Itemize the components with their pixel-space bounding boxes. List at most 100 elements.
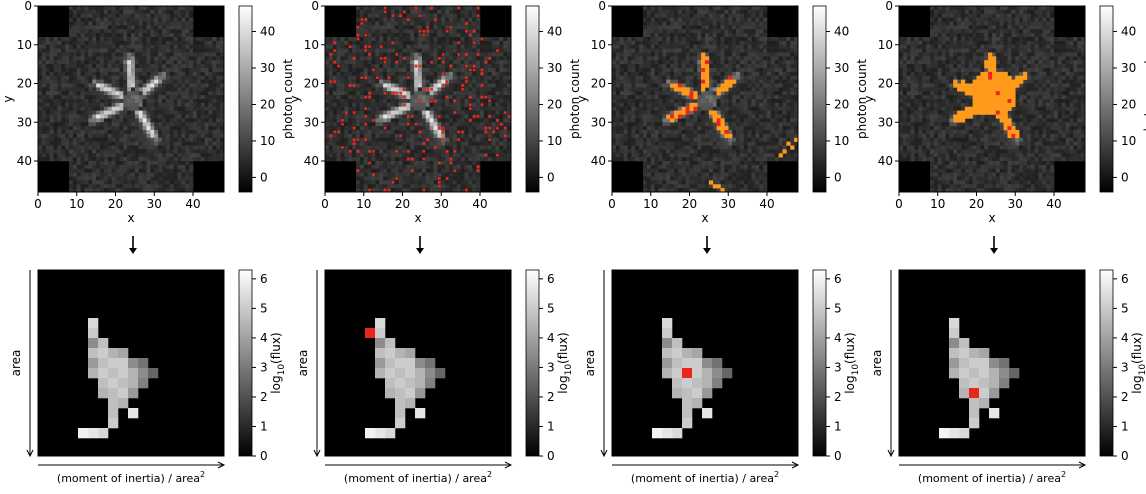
image-pixel: [375, 103, 379, 107]
image-pixel: [414, 173, 418, 177]
image-pixel: [329, 37, 333, 41]
image-pixel: [337, 45, 341, 49]
image-pixel: [81, 91, 85, 95]
image-pixel: [449, 115, 453, 119]
image-pixel: [391, 122, 395, 126]
image-pixel: [112, 118, 116, 122]
image-pixel: [759, 56, 763, 60]
image-pixel: [461, 126, 465, 130]
image-pixel: [476, 68, 480, 72]
image-pixel: [360, 95, 364, 99]
image-pixel: [379, 72, 383, 76]
image-pixel: [655, 41, 659, 45]
image-pixel: [759, 53, 763, 57]
image-pixel: [201, 118, 205, 122]
image-pixel: [85, 173, 89, 177]
image-pixel: [46, 53, 50, 57]
image-pixel: [38, 60, 42, 64]
image-pixel: [143, 22, 147, 26]
image-pixel: [170, 95, 174, 99]
image-pixel: [57, 84, 61, 88]
image-pixel: [453, 41, 457, 45]
image-pixel: [449, 99, 453, 103]
image-pixel: [216, 130, 220, 134]
image-pixel: [46, 111, 50, 115]
image-pixel: [391, 115, 395, 119]
image-pixel: [740, 14, 744, 18]
image-pixel: [174, 49, 178, 53]
image-pixel: [472, 177, 476, 181]
image-pixel: [88, 130, 92, 134]
image-pixel: [356, 6, 360, 10]
image-pixel: [158, 99, 162, 103]
image-pixel: [387, 157, 391, 161]
image-pixel: [189, 165, 193, 169]
image-pixel: [406, 184, 410, 188]
image-pixel: [736, 22, 740, 26]
image-pixel: [104, 122, 108, 126]
image-pixel: [189, 118, 193, 122]
image-pixel: [205, 68, 209, 72]
image-pixel: [344, 122, 348, 126]
image-pixel: [92, 126, 96, 130]
image-pixel: [616, 45, 620, 49]
image-pixel: [472, 33, 476, 37]
image-pixel: [496, 68, 500, 72]
image-pixel: [461, 80, 465, 84]
image-pixel: [139, 33, 143, 37]
image-pixel: [104, 80, 108, 84]
image-pixel: [449, 153, 453, 157]
image-pixel: [690, 56, 694, 60]
image-pixel: [461, 29, 465, 33]
image-pixel: [181, 99, 185, 103]
image-pixel: [488, 72, 492, 76]
image-pixel: [154, 72, 158, 76]
image-pixel: [325, 134, 329, 138]
image-pixel: [465, 60, 469, 64]
image-pixel: [119, 111, 123, 115]
image-pixel: [325, 130, 329, 134]
image-pixel: [628, 56, 632, 60]
image-pixel: [77, 177, 81, 181]
image-pixel: [96, 146, 100, 150]
image-pixel: [651, 22, 655, 26]
image-pixel: [54, 76, 58, 80]
image-pixel: [209, 111, 213, 115]
image-pixel: [372, 45, 376, 49]
image-pixel: [406, 45, 410, 49]
image-pixel: [395, 134, 399, 138]
image-pixel: [170, 76, 174, 80]
image-pixel: [139, 126, 143, 130]
image-pixel: [108, 161, 112, 165]
image-pixel: [85, 111, 89, 115]
image-pixel: [178, 161, 182, 165]
image-pixel: [352, 153, 356, 157]
image-pixel: [453, 173, 457, 177]
image-pixel: [209, 68, 213, 72]
image-pixel: [85, 122, 89, 126]
image-pixel: [158, 80, 162, 84]
image-pixel: [46, 68, 50, 72]
image-pixel: [364, 68, 368, 72]
image-pixel: [139, 165, 143, 169]
image-pixel: [127, 29, 131, 33]
image-pixel: [197, 56, 201, 60]
image-pixel: [752, 25, 756, 29]
image-pixel: [360, 118, 364, 122]
image-pixel: [69, 18, 73, 22]
image-pixel: [383, 122, 387, 126]
image-pixel: [744, 45, 748, 49]
image-pixel: [368, 80, 372, 84]
image-pixel: [356, 87, 360, 91]
image-pixel: [418, 84, 422, 88]
image-pixel: [356, 111, 360, 115]
image-pixel: [337, 99, 341, 103]
image-pixel: [154, 53, 158, 57]
image-pixel: [57, 103, 61, 107]
image-pixel: [690, 37, 694, 41]
image-pixel: [139, 80, 143, 84]
image-pixel: [38, 103, 42, 107]
image-pixel: [81, 180, 85, 184]
image-pixel: [174, 95, 178, 99]
image-pixel: [748, 25, 752, 29]
